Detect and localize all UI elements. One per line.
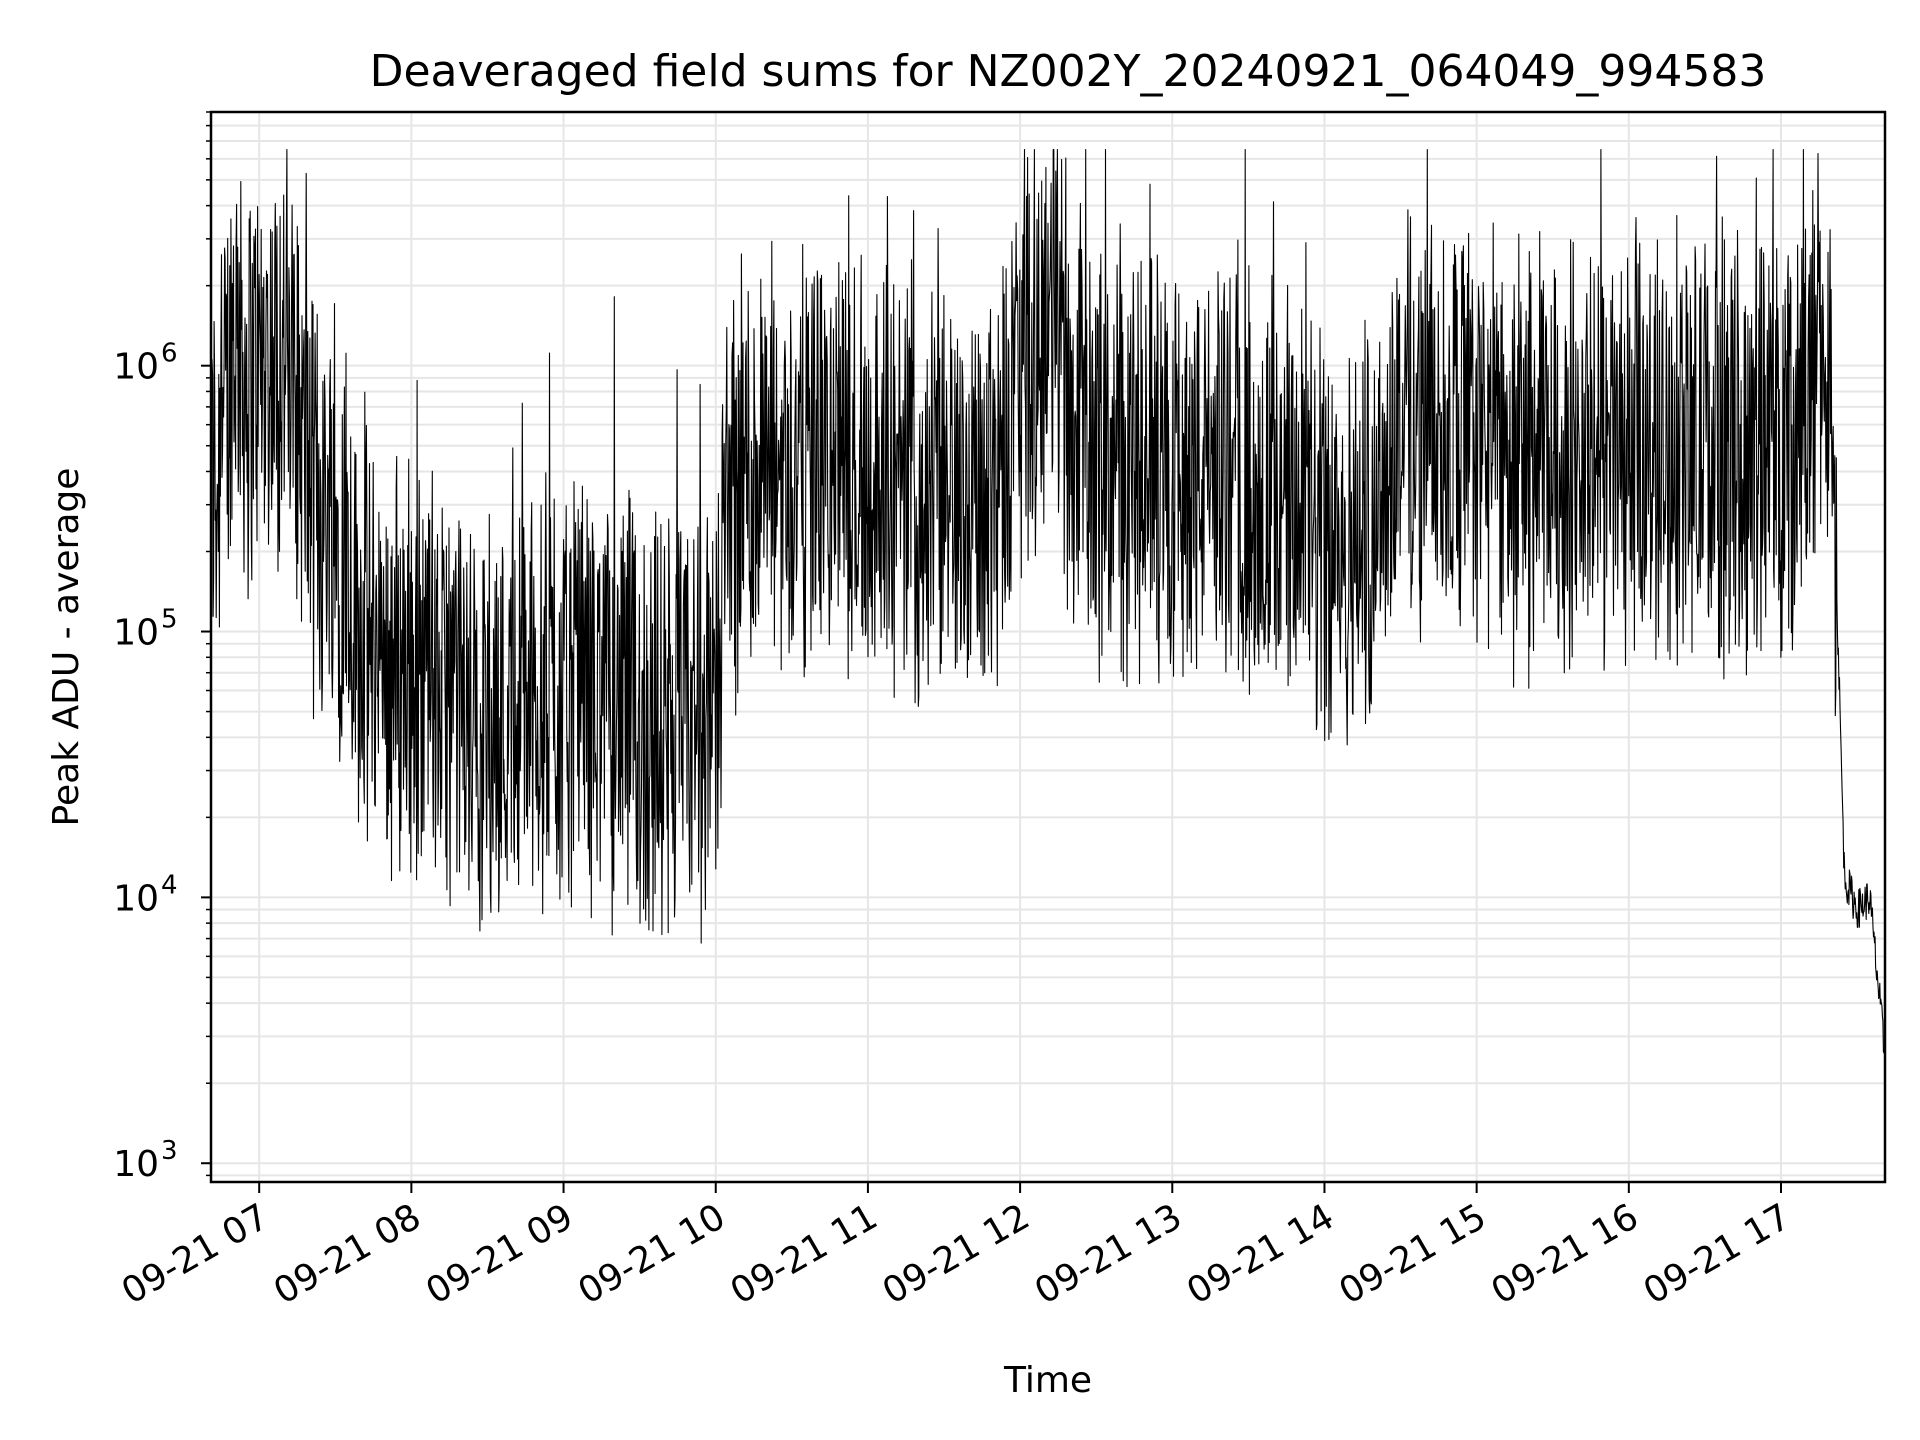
y-tick-exponent: 5 [161, 605, 178, 635]
y-axis-label: Peak ADU - average [46, 468, 87, 827]
series-line [210, 149, 1886, 1067]
chart-title: Deaveraged field sums for NZ002Y_2024092… [370, 46, 1767, 97]
plot-frame [209, 110, 1887, 1184]
y-tick-exponent: 3 [161, 1136, 178, 1166]
y-tick-exponent: 6 [161, 339, 178, 369]
y-tick-label: 10 [113, 347, 159, 388]
y-tick-label: 10 [113, 1144, 159, 1185]
y-tick-label: 10 [113, 613, 159, 654]
y-tick-exponent: 4 [161, 870, 178, 900]
y-tick-label: 10 [113, 878, 159, 919]
x-axis-label: Time [1003, 1360, 1092, 1401]
series-layer [210, 149, 1886, 1067]
